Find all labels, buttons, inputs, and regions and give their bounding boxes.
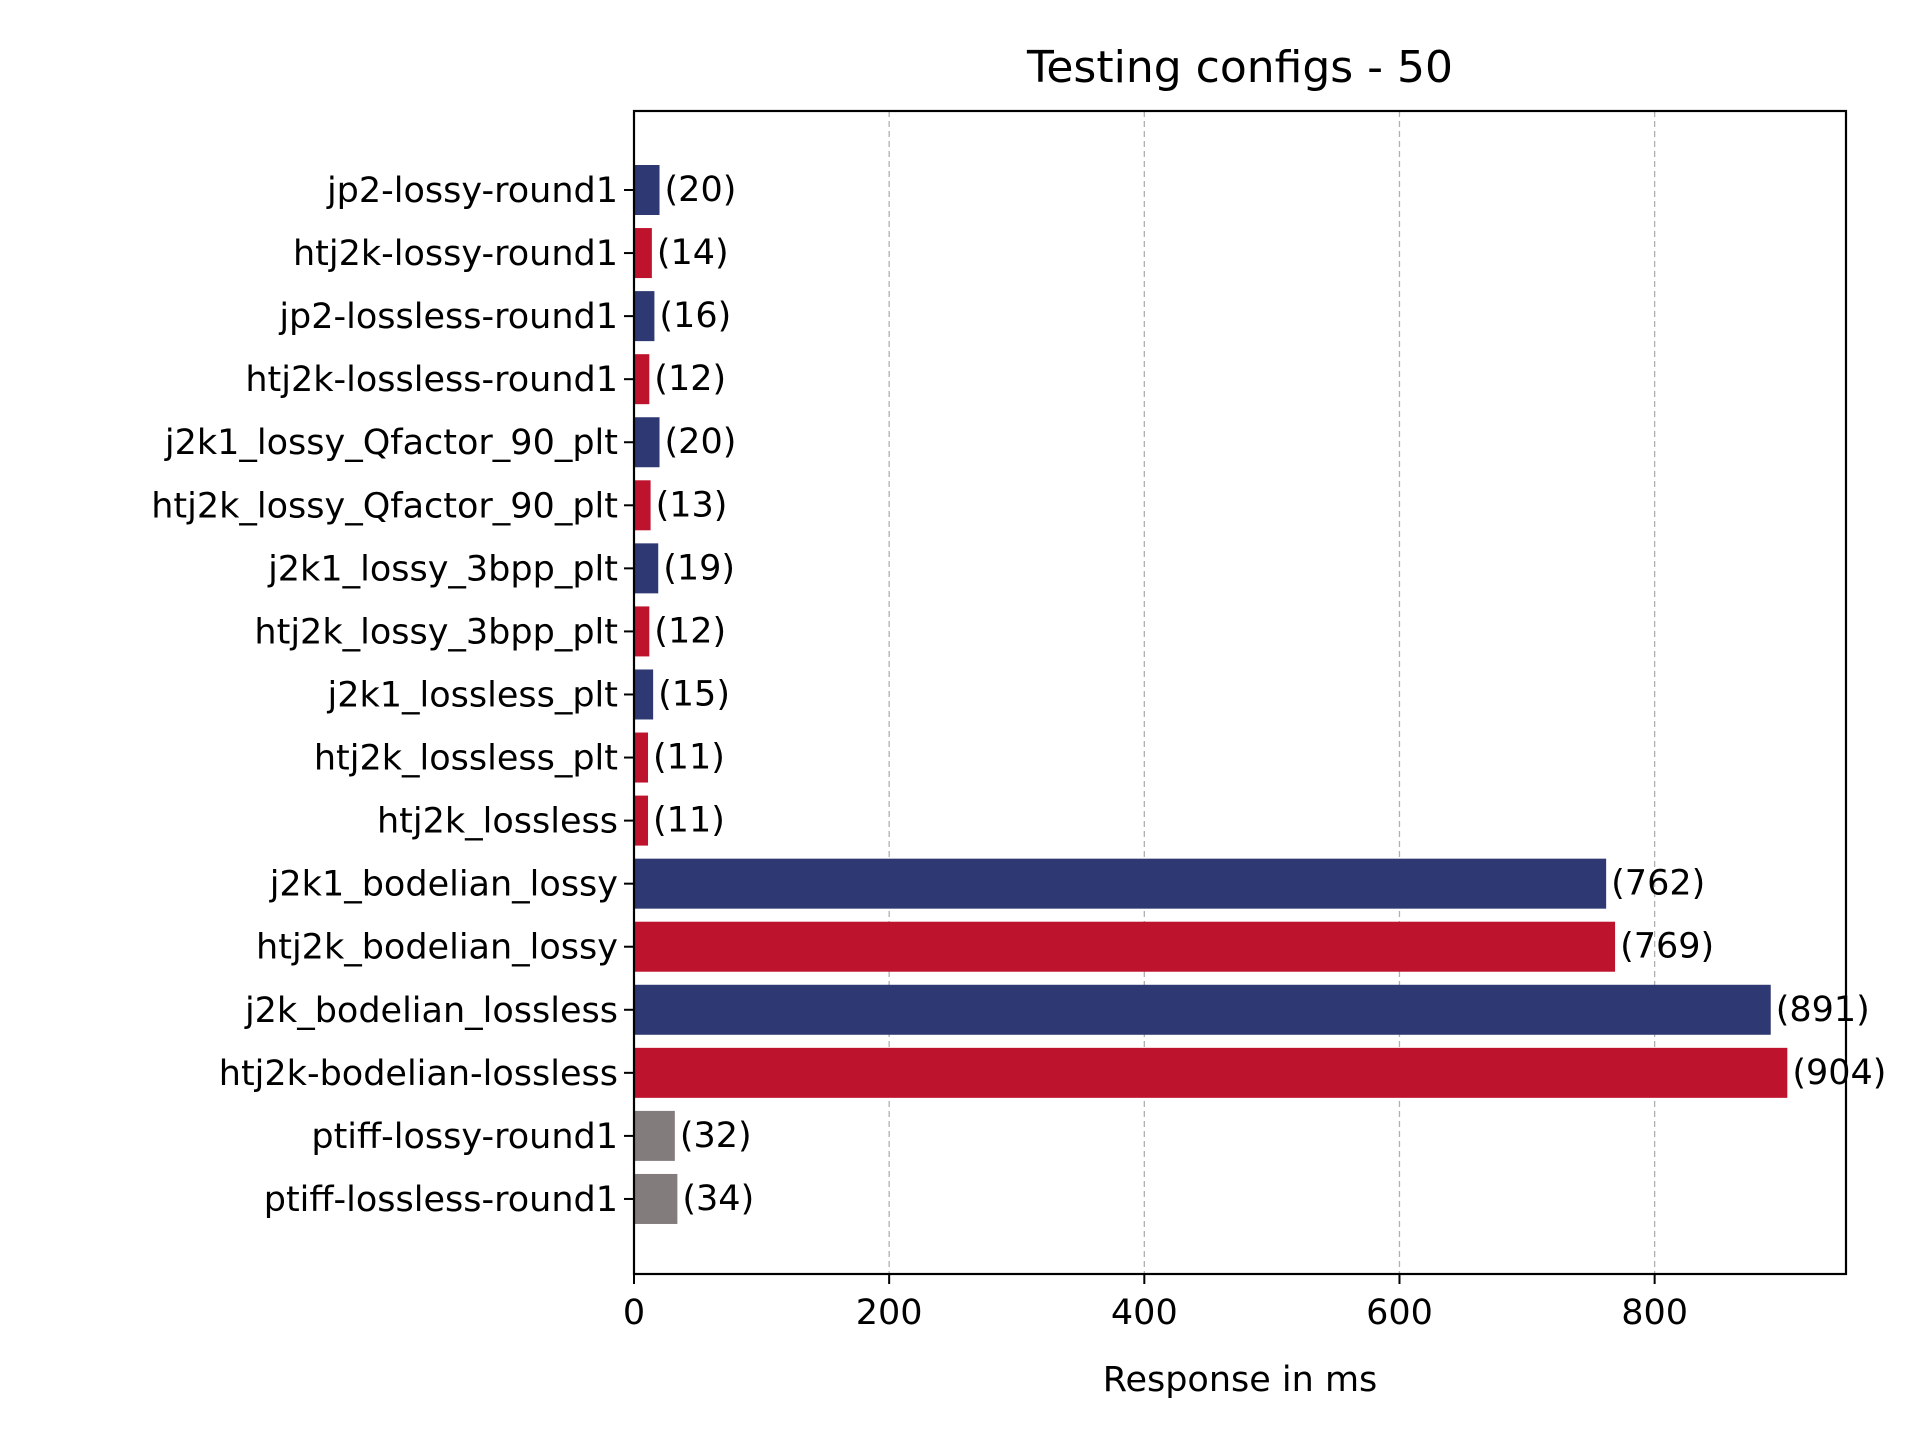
y-tick-label: j2k1_lossy_3bpp_plt <box>267 549 618 589</box>
y-tick-label: htj2k_lossless <box>377 802 618 842</box>
x-axis-label: Response in ms <box>1103 1360 1378 1400</box>
y-tick-label: jp2-lossless-round1 <box>278 297 618 337</box>
bar <box>634 354 650 405</box>
y-tick-label: htj2k_lossy_Qfactor_90_plt <box>151 486 618 526</box>
data-labels: (20) (14) (16) (12) (20) (13) (19) (12) (15) (11)… <box>653 170 1886 1219</box>
bar <box>634 732 649 783</box>
bar <box>634 795 649 846</box>
bar-value-label: (15) <box>658 674 730 714</box>
y-tick-label: htj2k_bodelian_lossy <box>256 928 618 968</box>
y-tick-label: j2k1_bodelian_lossy <box>269 865 618 905</box>
bar <box>634 606 650 657</box>
bar <box>634 165 660 215</box>
y-tick-label: j2k1_lossless_plt <box>326 675 618 715</box>
bar <box>634 543 659 594</box>
bar-value-label: (14) <box>657 233 729 273</box>
y-tick-label: htj2k_lossy_3bpp_plt <box>254 612 618 652</box>
chart-title: Testing configs - 50 <box>1026 42 1453 93</box>
x-tick-label: 400 <box>1111 1293 1178 1333</box>
bar-value-label: (11) <box>653 801 725 841</box>
y-axis-ticks: jp2-lossy-round1 htj2k-lossy-round1 jp2-lo… <box>151 171 634 1220</box>
bar-value-label: (16) <box>659 296 731 336</box>
bar-value-label: (19) <box>663 548 735 588</box>
y-tick-label: htj2k-lossless-round1 <box>245 360 618 400</box>
bar-value-label: (13) <box>656 485 728 525</box>
bar <box>634 417 660 468</box>
y-tick-label: j2k_bodelian_lossless <box>244 991 618 1031</box>
bar-value-label: (762) <box>1611 864 1705 904</box>
grid-lines <box>888 111 1656 1274</box>
bar <box>634 1047 1788 1098</box>
y-tick-label: htj2k-lossy-round1 <box>293 234 618 274</box>
bar-value-label: (11) <box>653 738 725 778</box>
y-tick-label: ptiff-lossless-round1 <box>264 1180 618 1220</box>
bar-value-label: (20) <box>665 170 737 210</box>
y-tick-label: ptiff-lossy-round1 <box>311 1117 618 1157</box>
y-tick-label: j2k1_lossy_Qfactor_90_plt <box>164 423 618 463</box>
x-tick-label: 0 <box>623 1293 645 1333</box>
bar <box>634 480 651 531</box>
bar-value-label: (34) <box>682 1179 754 1219</box>
bar <box>634 1110 675 1161</box>
bar-value-label: (32) <box>680 1116 752 1156</box>
x-axis-ticks: 0 200 400 600 800 <box>623 1274 1688 1333</box>
x-tick-label: 800 <box>1621 1293 1688 1333</box>
y-tick-label: jp2-lossy-round1 <box>326 171 618 211</box>
plot-frame <box>632 109 1848 1276</box>
bar-value-label: (20) <box>665 422 737 462</box>
y-tick-label: htj2k_lossless_plt <box>314 739 618 779</box>
bar <box>634 291 655 342</box>
x-tick-label: 200 <box>856 1293 923 1333</box>
bar <box>634 1173 678 1224</box>
bar-value-label: (904) <box>1792 1053 1886 1093</box>
bar-value-label: (12) <box>654 359 726 399</box>
bar <box>634 228 652 279</box>
bar-value-label: (891) <box>1776 990 1870 1030</box>
bar-value-label: (769) <box>1620 927 1714 967</box>
bar <box>634 921 1616 972</box>
bar <box>634 669 654 720</box>
bar <box>634 858 1607 909</box>
x-tick-label: 600 <box>1366 1293 1433 1333</box>
bar-value-label: (12) <box>654 611 726 651</box>
bar <box>634 984 1771 1035</box>
y-tick-label: htj2k-bodelian-lossless <box>219 1054 618 1094</box>
bars <box>634 165 1788 1224</box>
